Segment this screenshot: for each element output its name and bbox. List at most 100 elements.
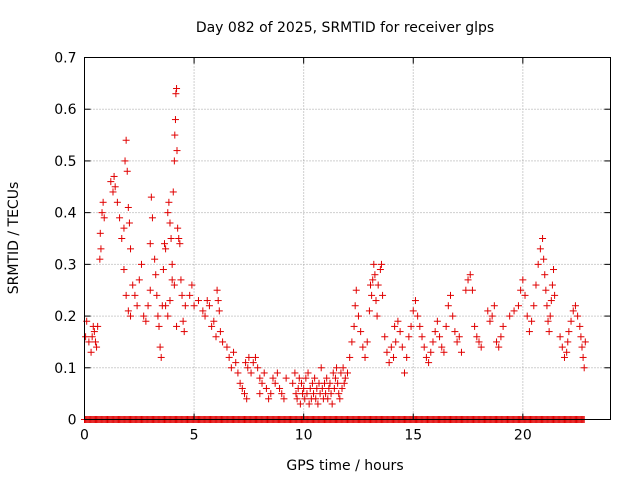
data-point [394,317,402,325]
data-point [245,353,253,361]
data-point [326,379,334,387]
data-point [418,333,426,341]
y-tick-label: 0.2 [54,309,76,325]
data-point [579,353,587,361]
data-point [166,219,174,227]
data-point [350,322,358,330]
data-point [133,302,141,310]
data-point [215,307,223,315]
plot-frame [84,57,611,420]
data-point [129,281,137,289]
data-point [232,359,240,367]
data-point [314,400,322,408]
data-point [137,260,145,268]
data-point [118,235,126,242]
data-point [96,229,104,237]
data-point [346,353,354,361]
data-point [497,333,505,341]
data-point [82,333,90,341]
data-point [357,328,365,336]
data-point [90,328,98,336]
data-point [411,297,419,305]
data-point [256,374,264,382]
data-point [251,353,259,361]
data-point [97,245,105,253]
data-point [532,281,540,289]
y-tick-label: 0.1 [54,361,76,377]
data-point [205,302,213,310]
data-point [323,374,331,382]
data-point [295,374,303,382]
data-point [230,348,238,356]
data-point [545,328,553,336]
data-point [339,364,347,372]
data-point [208,322,216,330]
data-point [131,291,139,299]
data-point [517,286,525,294]
data-point [91,338,99,346]
data-point [155,322,163,330]
data-point [544,317,552,325]
data-point [453,338,461,346]
data-point [146,240,154,248]
data-point [530,302,538,310]
data-point [565,328,573,336]
data-point [271,379,279,387]
data-point [154,312,162,320]
data-point [305,400,313,408]
data-point [331,374,339,382]
data-point [387,343,395,351]
data-point [188,281,196,289]
data-point [398,343,406,351]
data-point [351,302,359,310]
data-point [436,333,444,341]
data-point [440,348,448,356]
data-point [148,214,156,222]
data-point [201,312,209,320]
data-point [548,281,556,289]
data-point [311,374,319,382]
data-point [165,198,173,206]
x-tick-label: 5 [190,428,199,444]
data-point [409,307,417,315]
data-point [203,297,211,305]
data-point [372,297,380,305]
data-point [162,302,170,310]
data-point [425,359,433,367]
data-point [499,322,507,330]
data-point [146,286,154,294]
data-point [462,286,470,294]
data-point [210,317,218,325]
data-point [296,400,304,408]
data-point [291,369,299,377]
data-point [348,338,356,346]
data-point [363,338,371,346]
data-point [449,312,457,320]
data-point [121,157,129,165]
data-point [304,369,312,377]
data-point [164,312,172,320]
data-point [405,333,413,341]
data-point [306,384,314,392]
data-point [236,379,244,387]
data-point [381,333,389,341]
data-point [227,364,235,372]
chart-title: Day 082 of 2025, SRMTID for receiver glp… [196,20,494,36]
data-point [312,395,320,403]
x-tick-label: 0 [80,428,89,444]
data-point [254,364,262,372]
data-point [170,157,178,165]
data-point [422,353,430,361]
data-point [180,328,188,336]
data-point [329,369,337,377]
data-point [151,255,159,263]
data-point [164,209,172,217]
data-point [262,384,270,392]
data-point [571,302,579,310]
data-point [289,379,297,387]
data-point [473,333,481,341]
data-point [334,379,342,387]
data-point [558,343,566,351]
data-point [551,291,559,299]
data-point [124,307,132,315]
